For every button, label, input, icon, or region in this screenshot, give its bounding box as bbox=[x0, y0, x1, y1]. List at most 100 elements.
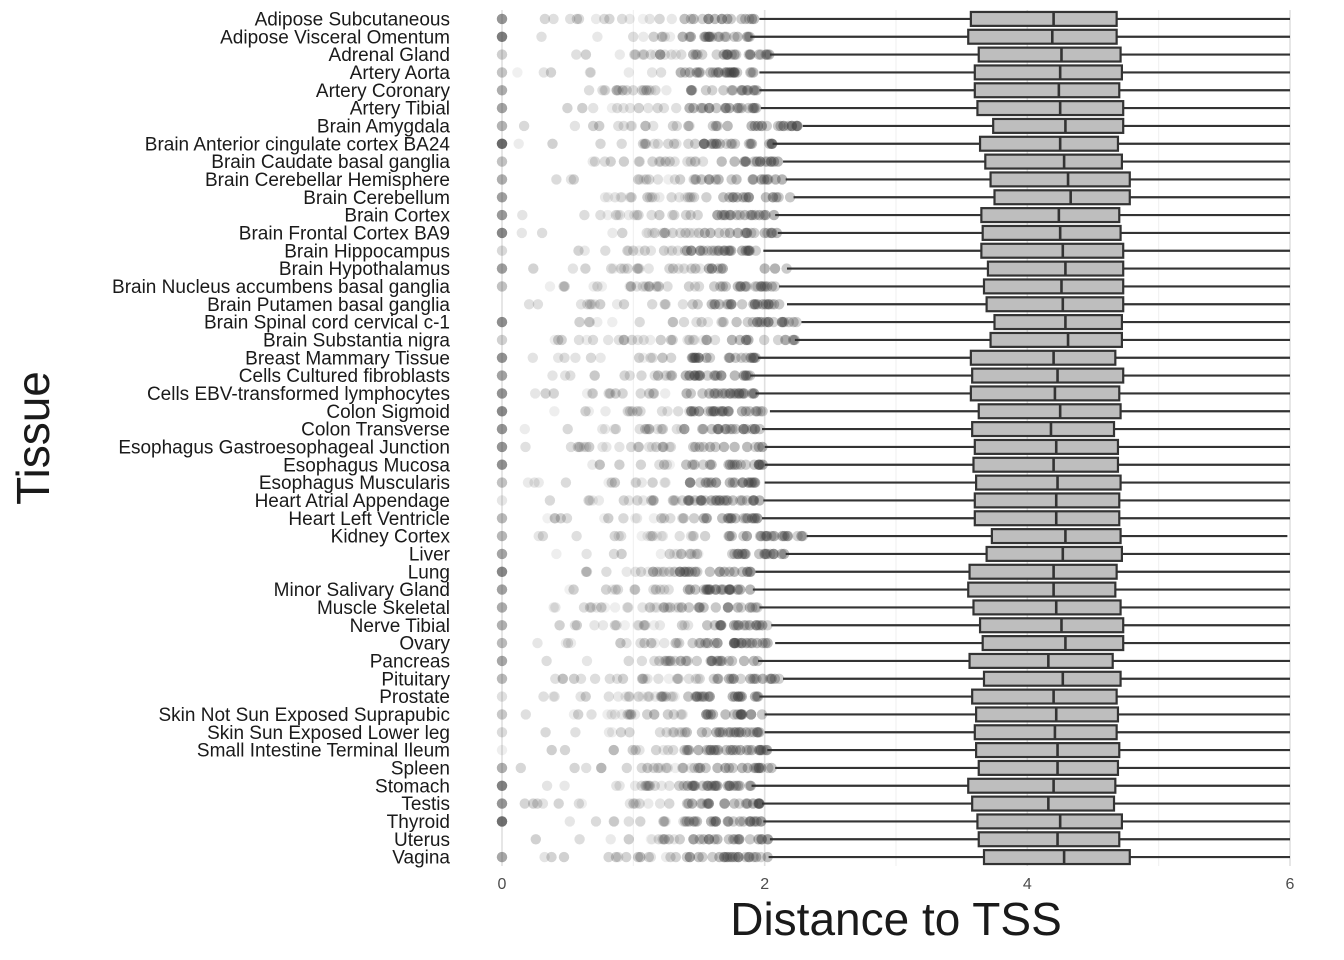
outlier-point bbox=[636, 370, 647, 381]
outlier-point bbox=[594, 120, 605, 132]
outlier-point bbox=[595, 352, 606, 363]
outlier-point bbox=[749, 299, 761, 310]
outlier-point bbox=[706, 477, 717, 488]
outlier-point bbox=[590, 13, 602, 25]
outlier-point bbox=[647, 566, 659, 577]
outlier-point bbox=[544, 495, 556, 506]
outlier-point bbox=[686, 406, 697, 417]
outlier-point bbox=[635, 406, 646, 417]
outlier-point bbox=[496, 85, 508, 96]
outlier-point bbox=[575, 299, 587, 310]
outlier-point bbox=[713, 67, 724, 78]
outlier-point bbox=[706, 263, 718, 274]
outlier-point bbox=[649, 227, 660, 239]
outlier-point bbox=[553, 798, 564, 809]
outlier-point bbox=[712, 209, 723, 221]
outlier-point bbox=[645, 245, 657, 256]
outlier-point bbox=[496, 49, 508, 60]
outlier-point bbox=[733, 637, 744, 649]
outlier-point bbox=[548, 13, 559, 25]
outlier-point bbox=[741, 370, 752, 381]
outlier-point bbox=[742, 441, 753, 453]
outlier-point bbox=[716, 156, 727, 167]
outlier-point bbox=[631, 513, 643, 524]
outlier-point bbox=[742, 513, 753, 524]
outlier-point bbox=[602, 192, 614, 203]
outlier-point bbox=[717, 316, 728, 328]
outlier-point bbox=[753, 762, 765, 774]
outlier-point bbox=[618, 120, 629, 132]
outlier-point bbox=[532, 637, 543, 649]
outlier-point bbox=[694, 370, 706, 381]
outlier-point bbox=[743, 31, 754, 42]
outlier-point bbox=[623, 834, 634, 845]
outlier-point bbox=[666, 370, 678, 381]
outlier-point bbox=[743, 192, 754, 203]
outlier-point bbox=[608, 816, 619, 827]
box-iqr bbox=[977, 831, 1121, 848]
outlier-point bbox=[643, 423, 654, 435]
outlier-point bbox=[729, 459, 740, 470]
outlier-point bbox=[496, 459, 508, 470]
outlier-point bbox=[735, 281, 747, 292]
outlier-point bbox=[724, 67, 735, 78]
outlier-point bbox=[630, 49, 641, 60]
outlier-point bbox=[496, 31, 508, 42]
box-plot bbox=[764, 438, 1290, 455]
outlier-point bbox=[678, 566, 690, 577]
outlier-point bbox=[657, 441, 668, 453]
outlier-point bbox=[624, 727, 635, 738]
outlier-point bbox=[753, 49, 765, 60]
outlier-point bbox=[732, 281, 743, 292]
outlier-point bbox=[670, 762, 681, 774]
outlier-point bbox=[663, 245, 675, 256]
box-plot bbox=[763, 492, 1290, 509]
outlier-point bbox=[733, 548, 744, 560]
outlier-point bbox=[769, 530, 780, 542]
outlier-point bbox=[716, 620, 727, 631]
outlier-point bbox=[744, 245, 756, 256]
outlier-points bbox=[496, 13, 808, 863]
outlier-point bbox=[612, 584, 624, 595]
outlier-point bbox=[567, 263, 579, 274]
outlier-point bbox=[665, 602, 676, 613]
outlier-point bbox=[573, 13, 585, 25]
outlier-point bbox=[615, 192, 626, 203]
outlier-point bbox=[644, 13, 655, 25]
outlier-point bbox=[717, 406, 728, 417]
box-iqr bbox=[973, 724, 1118, 741]
outlier-point bbox=[749, 388, 760, 399]
outlier-point bbox=[678, 744, 690, 756]
outlier-point bbox=[674, 530, 685, 542]
outlier-point bbox=[657, 423, 669, 435]
outlier-point bbox=[701, 477, 712, 488]
outlier-point bbox=[755, 49, 767, 60]
outlier-point bbox=[791, 120, 802, 132]
outlier-point bbox=[583, 85, 595, 96]
outlier-point bbox=[574, 316, 585, 328]
outlier-point bbox=[723, 530, 734, 542]
outlier-point bbox=[736, 406, 748, 417]
outlier-point bbox=[637, 13, 649, 25]
outlier-point bbox=[725, 299, 736, 310]
outlier-point bbox=[745, 352, 757, 363]
box-plot bbox=[802, 117, 1290, 134]
outlier-point bbox=[679, 423, 690, 435]
outlier-point bbox=[745, 816, 756, 827]
outlier-point bbox=[626, 709, 637, 720]
box-iqr bbox=[975, 706, 1120, 723]
outlier-point bbox=[777, 530, 788, 542]
outlier-point bbox=[747, 316, 758, 328]
outlier-point bbox=[580, 263, 591, 274]
outlier-point bbox=[669, 495, 680, 506]
outlier-point bbox=[496, 495, 508, 506]
outlier-point bbox=[496, 637, 508, 649]
outlier-point bbox=[690, 566, 701, 577]
outlier-point bbox=[610, 584, 621, 595]
outlier-point bbox=[690, 584, 701, 595]
outlier-point bbox=[724, 459, 736, 470]
outlier-point bbox=[496, 263, 508, 274]
outlier-point bbox=[661, 227, 672, 239]
outlier-point bbox=[496, 156, 508, 167]
outlier-point bbox=[654, 209, 665, 221]
